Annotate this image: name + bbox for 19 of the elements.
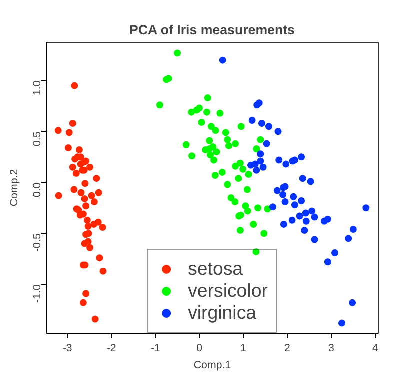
y-tick-label: -1.0	[32, 284, 44, 303]
legend-label: virginica	[188, 302, 257, 324]
x-tick-label: -1	[150, 342, 160, 354]
x-tick-label: 3	[328, 342, 334, 354]
x-tick-label: 0	[196, 342, 203, 354]
x-tick-label: 4	[372, 342, 378, 354]
y-tick-label: 0.0	[32, 182, 44, 198]
x-tick-label: -2	[106, 342, 116, 354]
x-tick-label: -3	[62, 342, 72, 354]
x-axis-title: Comp.1	[194, 360, 232, 372]
y-axis-title: Comp.2	[8, 169, 20, 207]
x-tick-label: 2	[284, 342, 291, 354]
chart-title: PCA of Iris measurements	[130, 22, 295, 38]
y-tick-label: 0.5	[32, 132, 44, 146]
y-tick-label: 1.0	[32, 80, 44, 96]
y-tick-label: -0.5	[32, 234, 44, 252]
legend-label: versicolor	[188, 280, 268, 302]
legend-label: setosa	[188, 258, 244, 280]
x-tick-label: 1	[240, 342, 247, 354]
